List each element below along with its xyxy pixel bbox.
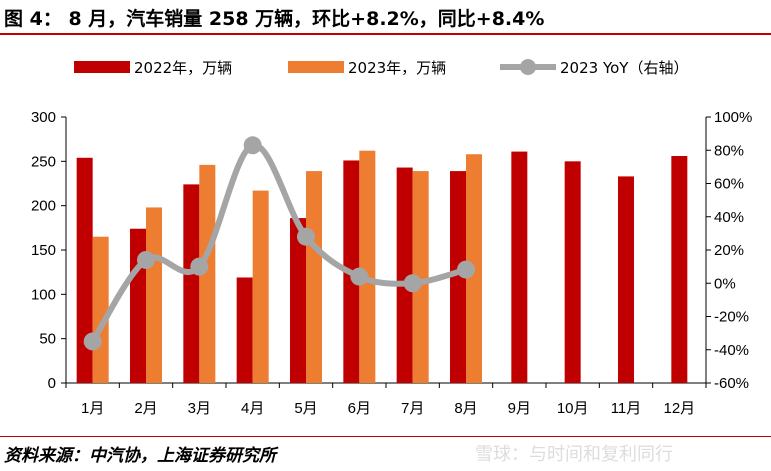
legend-swatch-2023 [288,61,344,73]
yoy-point [457,260,475,279]
yoy-point [83,332,102,351]
x-tick-label: 3月 [188,400,211,417]
bar-2022 [511,151,528,383]
x-tick-label: 4月 [241,400,264,417]
bar-2022 [76,157,93,383]
right-tick-label: -40% [714,342,749,359]
x-tick-label: 8月 [454,400,477,417]
chart-title: 图 4： 8 月，汽车销量 258 万辆，环比+8.2%，同比+8.4% [4,8,545,30]
yoy-point [403,274,422,293]
legend-swatch-2022 [74,61,130,73]
watermark: 雪球：与时间和复利同行 [475,444,673,465]
right-tick-label: 60% [714,176,744,193]
x-tick-label: 6月 [348,400,371,417]
left-tick-label: 200 [31,198,56,215]
x-tick-label: 1月 [81,400,104,417]
bar-2022 [450,171,466,383]
bar-2022 [290,218,306,383]
right-tick-label: 20% [714,242,744,259]
bar-2022 [618,176,634,383]
x-tick-label: 10月 [557,400,589,417]
x-tick-label: 5月 [294,400,317,417]
bar-2023 [146,207,162,383]
title-rule [0,33,771,35]
x-tick-label: 12月 [663,400,695,417]
left-tick-label: 300 [31,109,56,126]
left-tick-label: 250 [31,153,56,170]
legend-marker-yoy [520,59,536,75]
yoy-point [350,267,369,286]
x-tick-label: 2月 [134,400,157,417]
yoy-point [137,250,155,269]
source-rule [0,436,771,437]
x-tick-label: 9月 [508,400,531,417]
bar-2022 [183,184,200,383]
left-tick-label: 50 [39,331,56,348]
right-tick-label: 0% [714,275,736,292]
right-tick-label: -60% [714,375,749,392]
source-note: 资料来源：中汽协，上海证券研究所 [4,446,276,466]
bar-2023 [199,164,216,383]
x-tick-label: 11月 [611,400,642,417]
bar-2022 [236,277,253,383]
bar-2022 [671,156,688,383]
x-tick-label: 7月 [401,400,424,417]
left-tick-label: 100 [31,286,56,303]
yoy-point [190,257,209,276]
left-tick-label: 0 [48,375,56,392]
right-tick-label: 40% [714,209,744,226]
legend-label-2022: 2022年，万辆 [134,59,232,77]
legend-label-yoy: 2023 YoY（右轴） [560,59,688,77]
right-tick-label: -20% [714,309,749,326]
bar-2023 [252,190,269,383]
yoy-point [243,136,262,155]
bar-2023 [306,171,322,383]
bar-2023 [412,171,429,383]
bar-2023 [92,236,109,383]
right-tick-label: 100% [714,109,752,126]
legend-label-2023: 2023年，万辆 [348,59,446,77]
chart: 0 50 100 150 200 250 300 -60% -40% -20% 0% 20% 40% 60… [31,59,752,417]
bar-2022 [564,161,581,383]
left-tick-label: 150 [31,242,56,259]
right-tick-label: 80% [714,142,744,159]
bar-2022 [396,167,413,383]
yoy-point [297,227,315,246]
bar-2023 [359,150,376,383]
